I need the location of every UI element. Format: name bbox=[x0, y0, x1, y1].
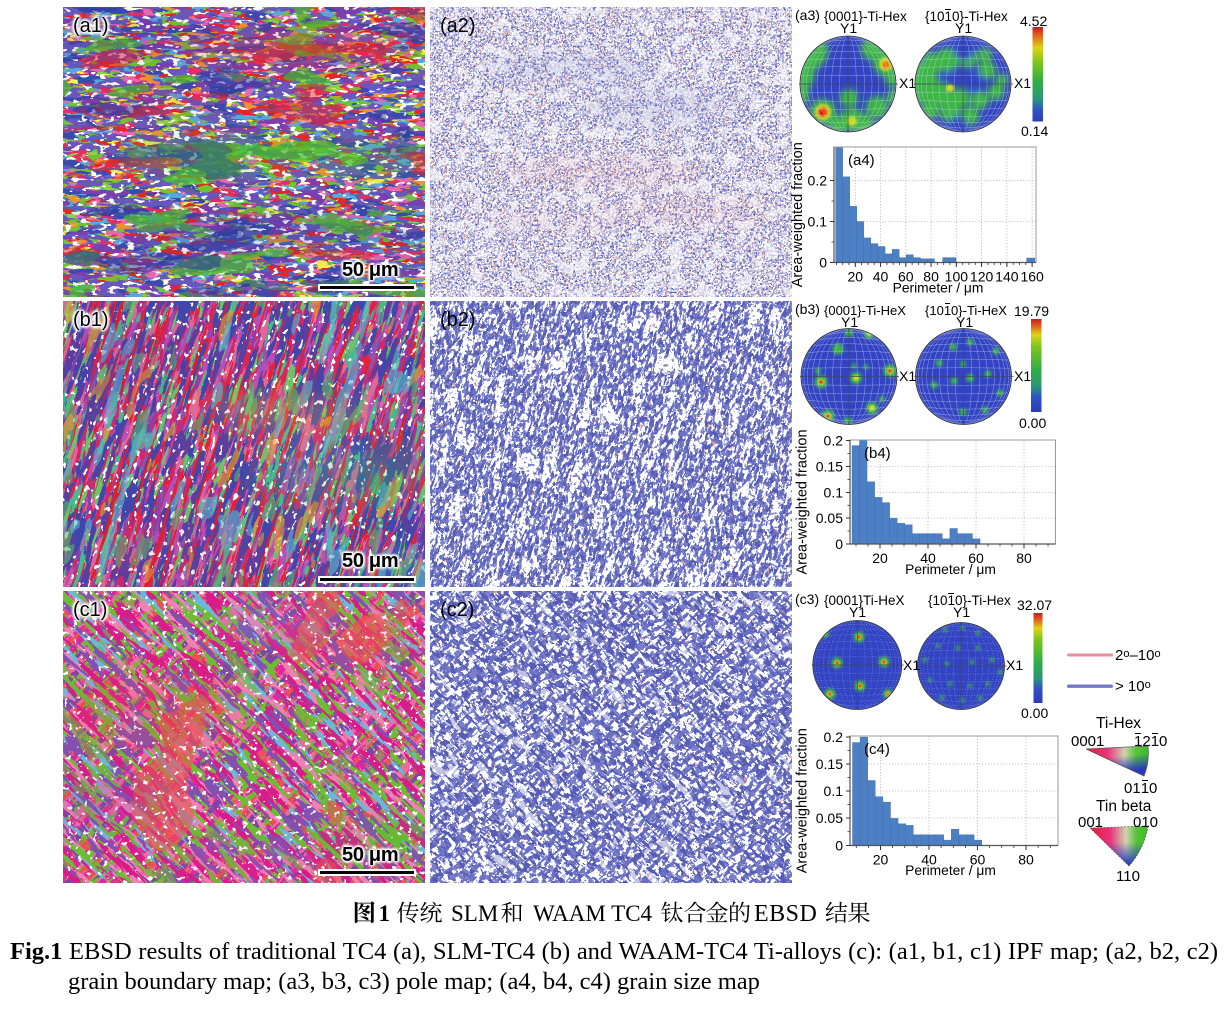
svg-text:0.2: 0.2 bbox=[808, 172, 828, 188]
svg-text:SLM: SLM bbox=[451, 901, 498, 926]
svg-text:0: 0 bbox=[835, 837, 843, 853]
svg-text:EBSD: EBSD bbox=[754, 901, 817, 927]
svg-text:Perimeter / μm: Perimeter / μm bbox=[893, 280, 984, 295]
svg-text:0.1: 0.1 bbox=[823, 484, 843, 500]
svg-text:0: 0 bbox=[835, 536, 843, 552]
svg-text:0.1: 0.1 bbox=[808, 213, 828, 229]
svg-text:1: 1 bbox=[379, 901, 391, 926]
svg-text:Area-weighted fraction: Area-weighted fraction bbox=[790, 142, 806, 287]
svg-text:WAAM TC4: WAAM TC4 bbox=[533, 901, 653, 926]
svg-text:100: 100 bbox=[945, 268, 969, 284]
svg-text:80: 80 bbox=[923, 268, 939, 284]
svg-text:20: 20 bbox=[848, 268, 864, 284]
svg-text:20: 20 bbox=[872, 550, 888, 566]
svg-text:0.05: 0.05 bbox=[815, 510, 842, 526]
svg-text:120: 120 bbox=[970, 268, 994, 284]
svg-text:40: 40 bbox=[921, 851, 937, 867]
svg-text:0.1: 0.1 bbox=[823, 783, 843, 799]
svg-text:(a4): (a4) bbox=[848, 152, 875, 169]
svg-text:Perimeter / μm: Perimeter / μm bbox=[905, 863, 996, 878]
svg-text:0.15: 0.15 bbox=[815, 458, 842, 474]
svg-text:(b4): (b4) bbox=[864, 445, 891, 462]
svg-text:Area-weighted fraction: Area-weighted fraction bbox=[794, 728, 810, 873]
svg-text:60: 60 bbox=[898, 268, 914, 284]
svg-text:20: 20 bbox=[872, 851, 888, 867]
svg-text:80: 80 bbox=[1016, 550, 1032, 566]
svg-text:60: 60 bbox=[969, 851, 985, 867]
svg-text:0.15: 0.15 bbox=[815, 756, 842, 772]
svg-text:0.05: 0.05 bbox=[815, 810, 842, 826]
svg-text:Perimeter / μm: Perimeter / μm bbox=[905, 562, 996, 577]
svg-text:160: 160 bbox=[1020, 268, 1044, 284]
svg-text:0.2: 0.2 bbox=[823, 432, 843, 448]
svg-text:40: 40 bbox=[920, 550, 936, 566]
svg-text:(c4): (c4) bbox=[864, 741, 890, 758]
svg-text:60: 60 bbox=[968, 550, 984, 566]
svg-text:140: 140 bbox=[995, 268, 1019, 284]
svg-text:40: 40 bbox=[873, 268, 889, 284]
svg-text:0.2: 0.2 bbox=[823, 729, 843, 745]
svg-text:80: 80 bbox=[1018, 851, 1034, 867]
svg-text:Area-weighted fraction: Area-weighted fraction bbox=[794, 429, 810, 574]
svg-text:0: 0 bbox=[819, 254, 827, 270]
